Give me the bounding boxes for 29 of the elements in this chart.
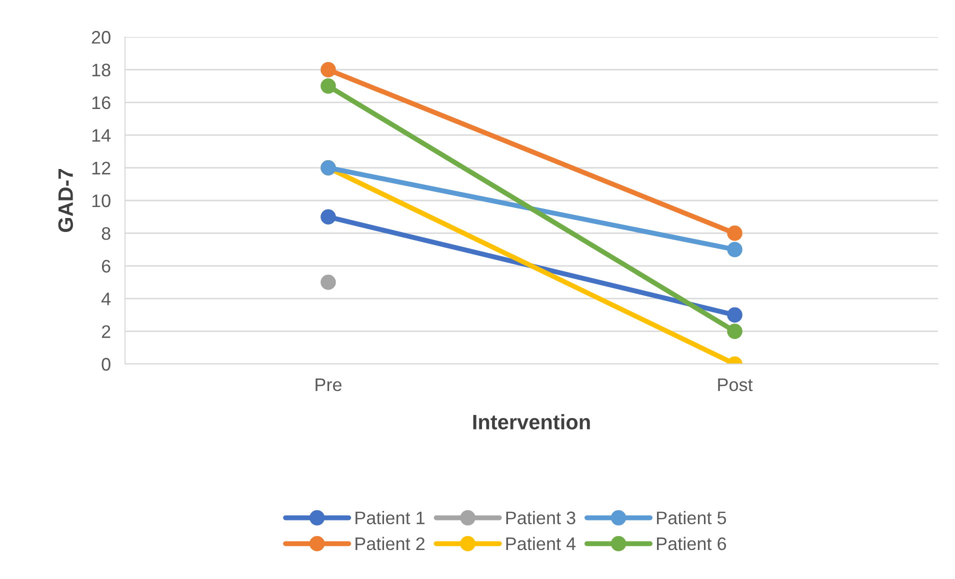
- x-tick-label: Post: [718, 378, 753, 392]
- point: [320, 78, 336, 94]
- point: [727, 226, 742, 241]
- y-axis-title: GAD-7: [58, 169, 74, 232]
- point: [727, 307, 742, 323]
- y-tick-label: 14: [92, 129, 111, 142]
- x-axis-title: Intervention: [473, 414, 590, 430]
- legend-label: Patient 1: [356, 511, 424, 524]
- point: [320, 62, 336, 78]
- legend-label: Patient 3: [506, 511, 576, 524]
- legend-label: Patient 4: [506, 536, 576, 550]
- y-tick-label: 4: [101, 292, 111, 306]
- point: [320, 274, 336, 290]
- y-tick-label: 6: [102, 260, 110, 273]
- y-tick-label: 16: [92, 96, 110, 110]
- y-tick-label: 18: [92, 64, 110, 76]
- y-tick-label: 0: [102, 358, 110, 371]
- legend-label: Patient 6: [657, 536, 726, 550]
- y-tick-label: 12: [92, 162, 110, 174]
- point: [727, 242, 742, 258]
- legend-label: Patient 5: [657, 511, 726, 524]
- point: [320, 209, 336, 224]
- x-tick-label: Pre: [316, 378, 342, 392]
- y-tick-label: 10: [92, 194, 110, 208]
- legend-label: Patient 2: [356, 536, 424, 550]
- y-tick-label: 20: [92, 30, 110, 44]
- point: [727, 324, 742, 339]
- y-tick-label: 8: [102, 227, 110, 240]
- y-tick-label: 2: [102, 325, 110, 338]
